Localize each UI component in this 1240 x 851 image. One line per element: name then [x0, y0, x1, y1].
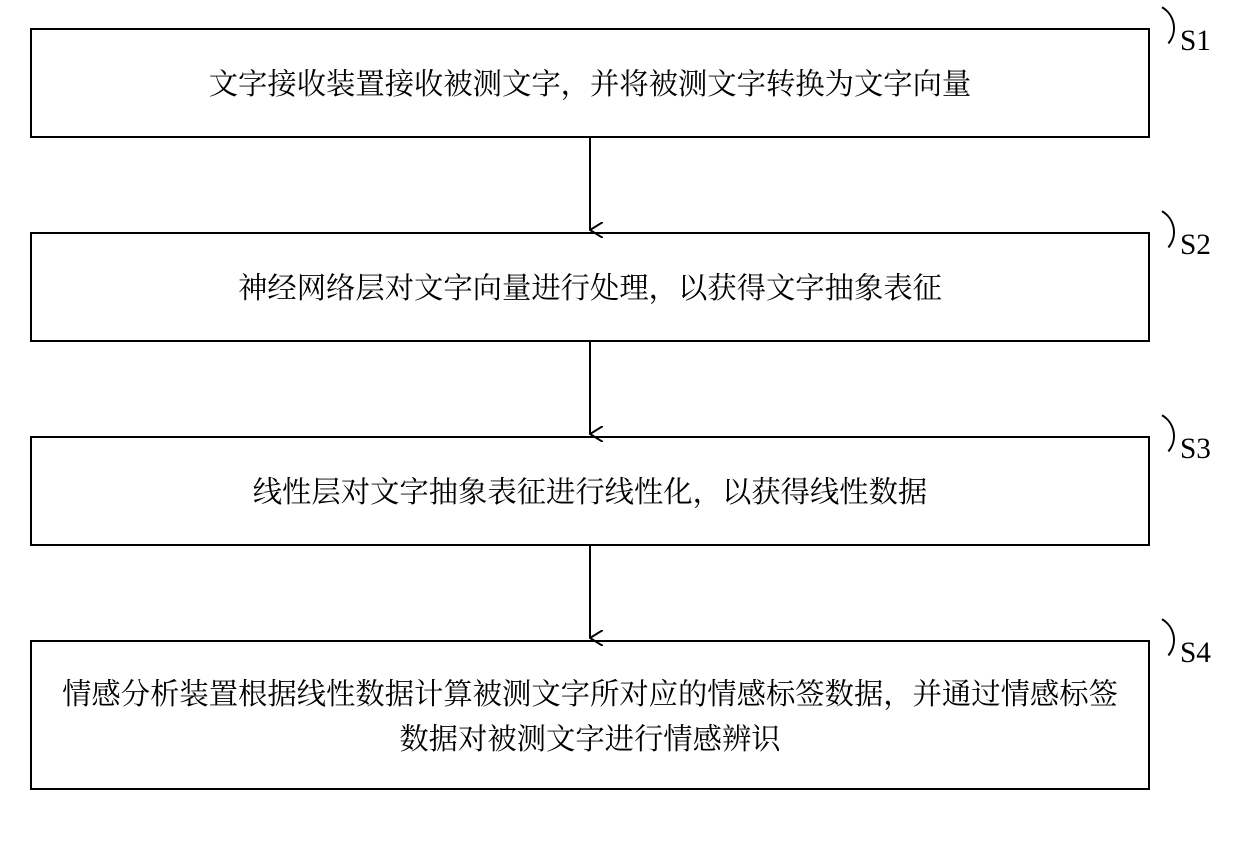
flowchart-canvas: 文字接收装置接收被测文字，并将被测文字转换为文字向量 S1 神经网络层对文字向量进行… [0, 0, 1240, 851]
step-text: 文字接收装置接收被测文字，并将被测文字转换为文字向量 [209, 60, 972, 105]
step-text: 神经网络层对文字向量进行处理，以获得文字抽象表征 [238, 264, 942, 309]
step-label-s2: S2 [1180, 229, 1211, 262]
label-bracket-s4 [1162, 619, 1174, 655]
step-text: 线性层对文字抽象表征进行线性化，以获得线性数据 [253, 468, 928, 513]
label-bracket-s2 [1162, 211, 1174, 247]
step-label-s3: S3 [1180, 433, 1211, 466]
step-label-s4: S4 [1180, 637, 1211, 670]
label-bracket-s3 [1162, 415, 1174, 451]
flowchart-step-s2: 神经网络层对文字向量进行处理，以获得文字抽象表征 [30, 232, 1150, 342]
flowchart-step-s4: 情感分析装置根据线性数据计算被测文字所对应的情感标签数据，并通过情感标签数据对被… [30, 640, 1150, 790]
step-label-s1: S1 [1180, 25, 1211, 58]
flowchart-step-s1: 文字接收装置接收被测文字，并将被测文字转换为文字向量 [30, 28, 1150, 138]
label-bracket-s1 [1162, 7, 1174, 43]
flowchart-step-s3: 线性层对文字抽象表征进行线性化，以获得线性数据 [30, 436, 1150, 546]
step-text: 情感分析装置根据线性数据计算被测文字所对应的情感标签数据，并通过情感标签数据对被… [52, 670, 1128, 761]
